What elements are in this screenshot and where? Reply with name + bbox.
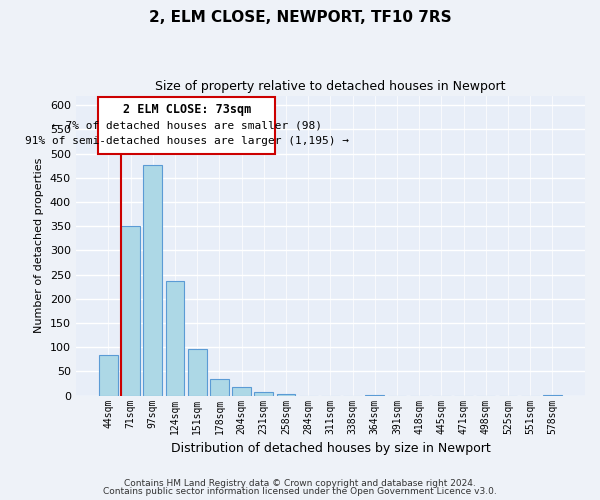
Text: ← 7% of detached houses are smaller (98): ← 7% of detached houses are smaller (98) xyxy=(52,120,322,130)
Bar xyxy=(543,394,562,396)
Text: 2, ELM CLOSE, NEWPORT, TF10 7RS: 2, ELM CLOSE, NEWPORT, TF10 7RS xyxy=(149,10,451,25)
Bar xyxy=(99,356,118,396)
X-axis label: Distribution of detached houses by size in Newport: Distribution of detached houses by size … xyxy=(170,442,490,455)
Title: Size of property relative to detached houses in Newport: Size of property relative to detached ho… xyxy=(155,80,506,93)
Bar xyxy=(121,226,140,396)
Bar xyxy=(188,348,206,396)
Bar xyxy=(232,387,251,396)
Text: Contains public sector information licensed under the Open Government Licence v3: Contains public sector information licen… xyxy=(103,487,497,496)
Text: 91% of semi-detached houses are larger (1,195) →: 91% of semi-detached houses are larger (… xyxy=(25,136,349,146)
Bar xyxy=(254,392,273,396)
Bar xyxy=(365,394,384,396)
Y-axis label: Number of detached properties: Number of detached properties xyxy=(34,158,44,334)
FancyBboxPatch shape xyxy=(98,96,275,154)
Bar xyxy=(210,378,229,396)
Text: Contains HM Land Registry data © Crown copyright and database right 2024.: Contains HM Land Registry data © Crown c… xyxy=(124,478,476,488)
Text: 2 ELM CLOSE: 73sqm: 2 ELM CLOSE: 73sqm xyxy=(122,102,251,116)
Bar xyxy=(143,165,162,396)
Bar xyxy=(277,394,295,396)
Bar xyxy=(166,282,184,396)
